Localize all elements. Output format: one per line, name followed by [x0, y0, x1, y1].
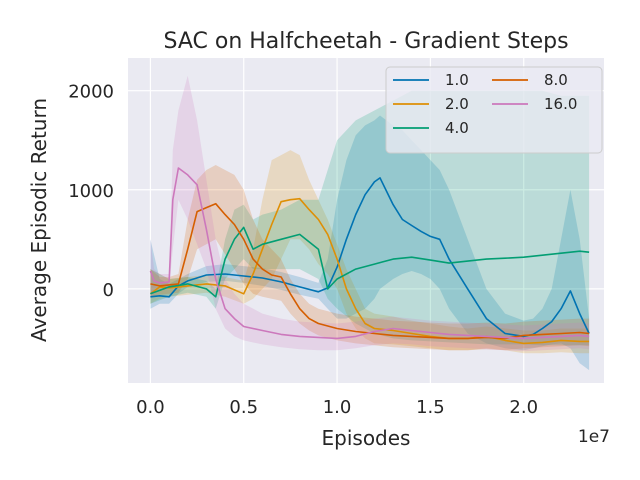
legend-label-1.0: 1.0	[445, 71, 469, 89]
x-tick-label: 2.0	[509, 397, 538, 418]
band-series-4.0	[150, 90, 590, 346]
x-axis-ticks: 0.0 0.5 1.0 1.5 2.0	[136, 397, 538, 418]
y-tick-label: 0	[103, 280, 114, 301]
line-series-16.0	[149, 167, 590, 340]
x-tick-label: 1.0	[323, 397, 352, 418]
chart-title: SAC on Halfcheetah - Gradient Steps	[163, 29, 568, 54]
legend-label-8.0: 8.0	[544, 71, 568, 89]
line-series-4.0	[150, 226, 590, 298]
band-series-8.0	[150, 165, 590, 351]
legend-label-2.0: 2.0	[445, 95, 469, 113]
y-axis-label: Average Episodic Return	[27, 98, 51, 342]
x-axis-label: Episodes	[322, 426, 411, 450]
x-tick-label: 0.5	[229, 397, 258, 418]
line-series-2.0	[149, 197, 590, 345]
legend-frame	[385, 66, 603, 154]
y-axis-ticks: 0 1000 2000	[68, 82, 114, 301]
band-series-2.0	[150, 150, 590, 354]
y-tick-label: 2000	[68, 82, 114, 103]
x-tick-label: 0.0	[136, 397, 165, 418]
x-tick-label: 1.5	[416, 397, 445, 418]
legend-label-4.0: 4.0	[445, 119, 469, 137]
series-lines	[149, 167, 590, 345]
y-tick-label: 1000	[68, 181, 114, 202]
x-axis-multiplier: 1e7	[578, 427, 610, 447]
legend-label-16.0: 16.0	[544, 95, 577, 113]
legend: 1.0 2.0 4.0 8.0 16.0	[385, 66, 603, 154]
